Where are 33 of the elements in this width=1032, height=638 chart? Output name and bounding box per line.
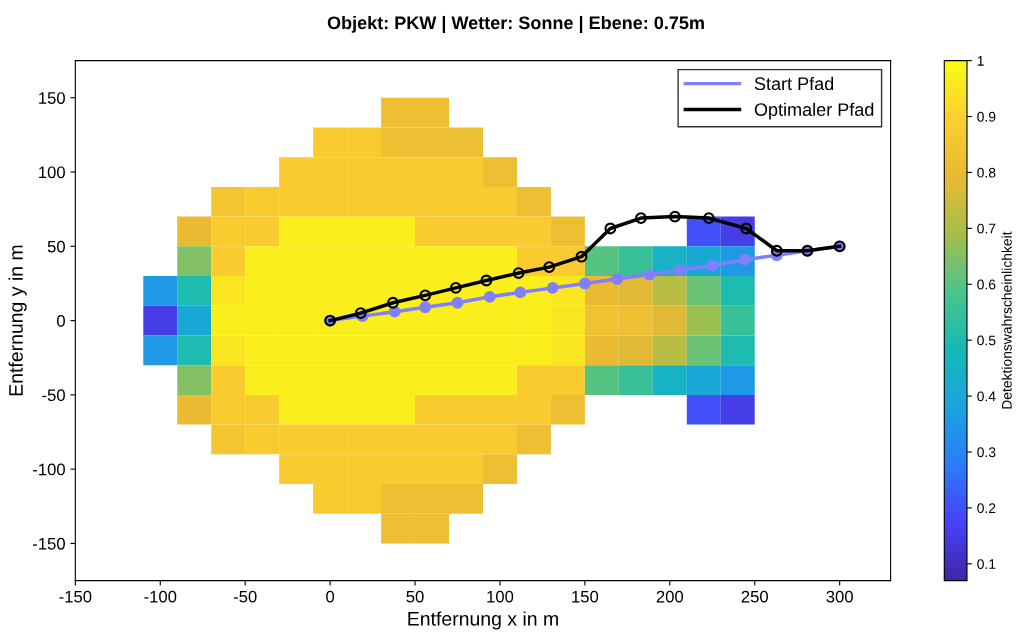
color-bar-label: 0.3 (977, 447, 996, 458)
color-bar-label: 0.1 (977, 559, 996, 569)
color-bar-label: 0.5 (977, 335, 996, 346)
color-bar-title: Detektionswahrscheinlichkeit (1001, 231, 1012, 409)
y-tick-label: -150 (33, 537, 65, 550)
y-tick-label: 50 (47, 240, 65, 253)
x-tick-label: 250 (741, 590, 768, 603)
color-bar-label: 1 (977, 56, 984, 66)
color-bar-label: 0.9 (977, 111, 996, 122)
y-tick-label: 0 (57, 315, 65, 327)
x-tick-label: 200 (656, 590, 684, 603)
y-tick-label: 100 (39, 166, 65, 179)
color-bar-label: 0.6 (977, 279, 996, 290)
y-tick-label: 150 (39, 92, 65, 104)
y-axis-title: Entfernung y in m (8, 245, 27, 396)
x-tick-label: 150 (572, 590, 599, 603)
x-tick-label: 50 (406, 590, 424, 603)
x-tick-label: -100 (144, 590, 177, 603)
y-tick-label: -100 (33, 463, 65, 476)
x-tick-label: -50 (233, 590, 257, 603)
y-tick-label: -50 (42, 389, 65, 402)
color-bar-label: 0.2 (977, 503, 996, 514)
color-bar-label: 0.4 (977, 391, 996, 402)
color-bar-label: 0.7 (977, 223, 996, 234)
legend-label: Start Pfad (754, 76, 834, 91)
x-tick-label: 100 (487, 590, 514, 603)
color-bar-label: 0.8 (977, 167, 996, 178)
x-tick-label: 0 (326, 590, 335, 603)
legend-label: Optimaler Pfad (754, 102, 874, 120)
x-tick-label: 300 (826, 590, 853, 603)
x-tick-label: -150 (59, 590, 92, 603)
chart-title: Objekt: PKW | Wetter: Sonne | Ebene: 0.75m (327, 15, 704, 34)
x-axis-title: Entfernung x in m (408, 611, 558, 630)
